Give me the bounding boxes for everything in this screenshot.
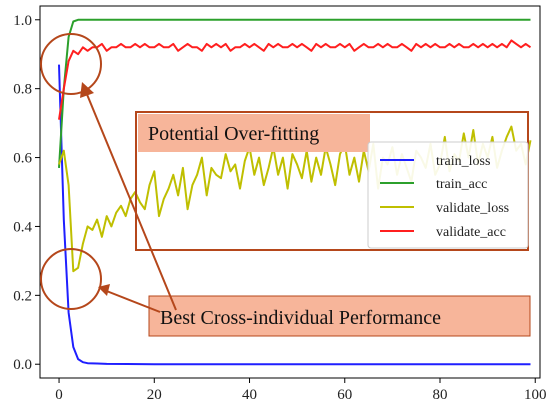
x-tick-label: 20 <box>147 387 162 403</box>
y-tick-label: 0.6 <box>13 151 32 167</box>
x-tick-label: 0 <box>55 387 63 403</box>
best-performance-circle <box>40 248 102 310</box>
y-tick-label: 1.0 <box>13 13 32 29</box>
best-performance-label-box <box>148 295 531 337</box>
legend-label-validate-acc: validate_acc <box>436 225 506 240</box>
legend-label-validate-loss: validate_loss <box>436 201 509 216</box>
overfitting-label: Potential Over-fitting <box>148 123 319 145</box>
y-tick-label: 0.0 <box>13 357 32 373</box>
arrow-to-bottom-circle <box>98 284 161 313</box>
x-tick-label: 80 <box>433 387 448 403</box>
legend-label-train-loss: train_loss <box>436 154 490 169</box>
annotation-layer: Potential Over-fitting Best Cross-indivi… <box>40 33 531 337</box>
y-tick-label: 0.8 <box>13 82 32 98</box>
legend-label-train-acc: train_acc <box>436 177 487 192</box>
series-line-train-loss <box>58 64 531 366</box>
y-tick-label: 0.2 <box>13 288 32 304</box>
series-line-validate-acc <box>58 39 532 120</box>
x-tick-label: 60 <box>337 387 352 403</box>
x-tick-label: 40 <box>242 387 257 403</box>
overfitting-circle <box>40 33 102 95</box>
axis-layer: 0 20 40 60 80 100 0.0 0.2 0.4 0.6 0.8 1.0 <box>13 5 547 403</box>
plot-frame <box>39 5 541 379</box>
legend: train_loss train_acc validate_loss valid… <box>367 141 529 249</box>
overfitting-label-background <box>138 114 370 152</box>
series-line-train-acc <box>58 18 531 168</box>
plot-layer <box>58 18 532 366</box>
best-performance-label: Best Cross-individual Performance <box>160 307 441 329</box>
y-tick-label: 0.4 <box>13 219 32 235</box>
x-tick-label: 100 <box>524 387 547 403</box>
arrow-to-top-circle <box>80 82 177 311</box>
legend-box <box>367 141 529 249</box>
